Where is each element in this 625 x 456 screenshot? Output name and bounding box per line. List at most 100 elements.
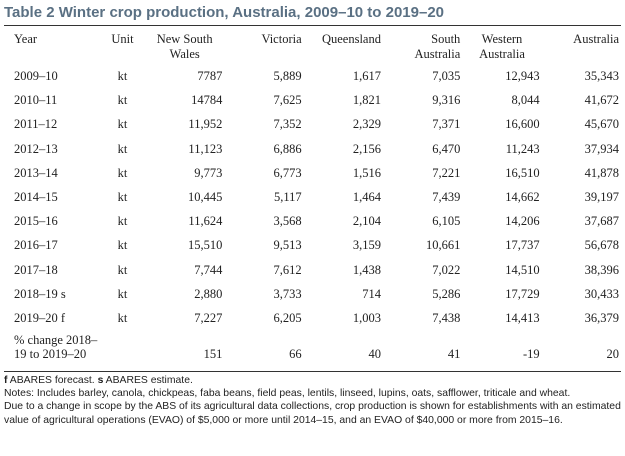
cell-wa: 16,510	[505, 165, 540, 180]
cell-nsw: 10,445	[187, 189, 223, 204]
table-row: 2011–12 kt 11,952 7,352 2,329 7,371 16,600 45,6…	[4, 112, 621, 136]
header-aus: Australia	[573, 32, 619, 46]
cell-year: 2012–13	[14, 141, 58, 156]
forecast-text: ABARES forecast.	[7, 375, 98, 386]
cell-wa: 11,243	[505, 141, 540, 156]
cell-aus: 37,934	[584, 141, 619, 156]
table-row: 2013–14 kt 9,773 6,773 1,516 7,221 16,510 41,87…	[4, 161, 621, 185]
cell-vic: 7,612	[273, 262, 302, 277]
cell-year: 2018–19 s	[14, 286, 66, 301]
table-row: 2018–19 s kt 2,880 3,733 714 5,286 17,729 30,43…	[4, 282, 621, 306]
cell-qld: 3,159	[352, 238, 381, 253]
cell-nsw: 7787	[197, 69, 223, 83]
table-row: 2015–16 kt 11,624 3,568 2,104 6,105 14,206 37,6…	[4, 209, 621, 233]
pct-change-row: % change 2018–19 to 2019–20 151 66 40 41 -19 2…	[4, 330, 621, 371]
cell-vic: 5,889	[273, 69, 302, 83]
top-rule	[4, 25, 621, 26]
cell-year: 2016–17	[14, 238, 58, 253]
cell-nsw: 9,773	[194, 165, 223, 180]
cell-unit: kt	[117, 310, 128, 325]
cell-wa: 17,729	[505, 286, 540, 301]
cell-nsw: 7,744	[194, 262, 223, 277]
cell-sa: 7,035	[432, 69, 461, 83]
cell-aus: 41,672	[584, 93, 619, 108]
cell-wa: 14,662	[505, 189, 540, 204]
bottom-rule	[4, 371, 621, 372]
cell-sa: 7,439	[432, 189, 461, 204]
cell-aus: 56,678	[584, 238, 619, 253]
scope-note: Due to a change in scope by the ABS of i…	[4, 401, 621, 426]
table-row: 2009–10 kt 7787 5,889 1,617 7,035 12,943 35,343	[4, 64, 621, 88]
cell-vic: 6,886	[273, 141, 302, 156]
cell-qld: 1,617	[352, 69, 381, 83]
table-row: 2010–11 kt 14784 7,625 1,821 9,316 8,044 41,672	[4, 88, 621, 112]
cell-aus: 38,396	[584, 262, 619, 277]
estimate-text: ABARES estimate.	[103, 375, 193, 386]
pct-cell-unit	[100, 330, 145, 371]
cell-unit: kt	[117, 117, 128, 132]
cell-year: 2014–15	[14, 189, 58, 204]
cell-unit: kt	[117, 238, 128, 253]
header-nsw: New South Wales	[156, 32, 213, 61]
cell-vic: 6,773	[273, 165, 302, 180]
cell-vic: 6,205	[273, 310, 302, 325]
cell-aus: 36,379	[584, 310, 619, 325]
table-row: 2016–17 kt 15,510 9,513 3,159 10,661 17,737 56,…	[4, 233, 621, 257]
header-year: Year	[14, 32, 38, 46]
production-table: Year Unit New South Wales Victoria Queen…	[4, 32, 621, 371]
cell-unit: kt	[117, 262, 128, 277]
header-unit: Unit	[111, 32, 134, 46]
pct-cell-sa: 41	[447, 347, 461, 362]
cell-qld: 1,821	[352, 93, 381, 108]
cell-year: 2019–20 f	[14, 310, 66, 325]
cell-aus: 30,433	[584, 286, 619, 301]
cell-qld: 1,438	[352, 262, 381, 277]
cell-qld: 2,156	[352, 141, 381, 156]
cell-sa: 6,470	[432, 141, 461, 156]
cell-unit: kt	[117, 93, 128, 108]
pct-cell-aus: 20	[606, 347, 620, 362]
cell-vic: 9,513	[273, 238, 302, 253]
cell-wa: 16,600	[505, 117, 540, 132]
cell-unit: kt	[117, 189, 128, 204]
cell-aus: 45,670	[584, 117, 619, 132]
cell-nsw: 15,510	[187, 238, 223, 253]
cell-nsw: 14784	[191, 93, 223, 108]
cell-unit: kt	[117, 214, 128, 229]
header-vic: Victoria	[261, 32, 302, 46]
cell-aus: 39,197	[584, 189, 619, 204]
estimate-symbol: s	[97, 375, 104, 386]
cell-qld: 2,329	[352, 117, 381, 132]
cell-wa: 8,044	[511, 93, 540, 108]
cell-qld: 714	[362, 286, 381, 301]
cell-sa: 7,438	[432, 310, 461, 325]
cell-unit: kt	[117, 141, 128, 156]
forecast-note: f ABARES forecast. s ABARES estimate.	[4, 374, 621, 387]
cell-sa: 10,661	[425, 238, 461, 253]
cell-year: 2010–11	[14, 93, 58, 108]
pct-cell-qld: 40	[368, 347, 381, 362]
cell-year: 2011–12	[14, 117, 58, 132]
cell-vic: 3,568	[273, 214, 302, 229]
cell-nsw: 11,123	[188, 141, 223, 156]
cell-qld: 1,516	[352, 165, 381, 180]
includes-note: Notes: Includes barley, canola, chickpea…	[4, 388, 571, 400]
table-row: 2012–13 kt 11,123 6,886 2,156 6,470 11,243 37,9…	[4, 137, 621, 161]
cell-sa: 7,371	[432, 117, 461, 132]
cell-year: 2017–18	[14, 262, 58, 277]
forecast-symbol: f	[4, 375, 8, 386]
header-row: Year Unit New South Wales Victoria Queen…	[4, 32, 621, 64]
cell-qld: 2,104	[352, 214, 381, 229]
pct-cell-vic: 66	[289, 347, 302, 362]
table-row: 2017–18 kt 7,744 7,612 1,438 7,022 14,510 38,39…	[4, 258, 621, 282]
cell-sa: 7,221	[432, 165, 461, 180]
cell-wa: 12,943	[505, 69, 540, 83]
pct-cell-year: % change 2018–19 to 2019–20	[14, 333, 98, 362]
pct-cell-nsw: 151	[203, 347, 223, 362]
cell-vic: 7,625	[273, 93, 302, 108]
cell-qld: 1,003	[352, 310, 381, 325]
table-row: 2014–15 kt 10,445 5,117 1,464 7,439 14,662 39,1…	[4, 185, 621, 209]
cell-aus: 41,878	[584, 165, 619, 180]
cell-nsw: 7,227	[194, 310, 223, 325]
cell-nsw: 2,880	[194, 286, 223, 301]
